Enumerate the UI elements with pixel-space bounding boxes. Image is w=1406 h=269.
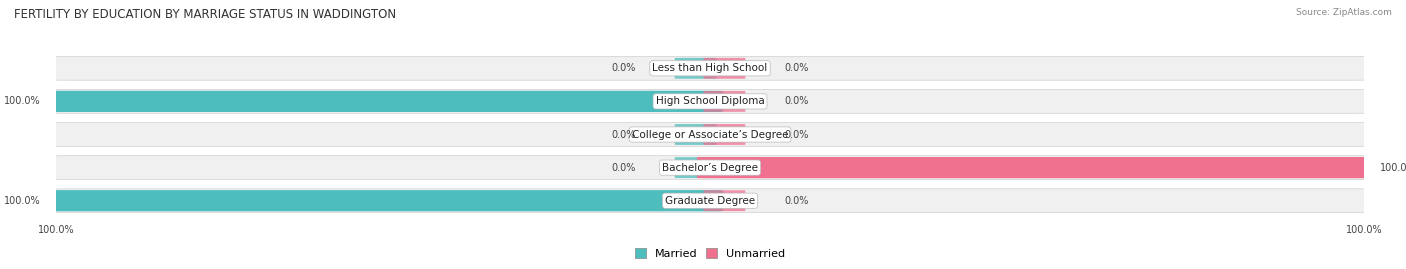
Text: 0.0%: 0.0% [785,63,808,73]
FancyBboxPatch shape [44,56,1376,80]
Text: 100.0%: 100.0% [4,196,41,206]
FancyBboxPatch shape [703,58,745,79]
FancyBboxPatch shape [675,157,717,178]
Text: 0.0%: 0.0% [612,162,636,173]
Text: Source: ZipAtlas.com: Source: ZipAtlas.com [1296,8,1392,17]
Text: 0.0%: 0.0% [785,196,808,206]
Legend: Married, Unmarried: Married, Unmarried [630,244,790,263]
FancyBboxPatch shape [675,124,717,145]
FancyBboxPatch shape [703,124,745,145]
Text: 0.0%: 0.0% [612,129,636,140]
FancyBboxPatch shape [44,90,1376,113]
Text: Bachelor’s Degree: Bachelor’s Degree [662,162,758,173]
Text: 0.0%: 0.0% [612,63,636,73]
Text: 100.0%: 100.0% [1379,162,1406,173]
FancyBboxPatch shape [44,189,1376,213]
Text: 0.0%: 0.0% [785,129,808,140]
Text: Graduate Degree: Graduate Degree [665,196,755,206]
FancyBboxPatch shape [44,190,723,211]
FancyBboxPatch shape [44,156,1376,179]
FancyBboxPatch shape [44,91,723,112]
Text: Less than High School: Less than High School [652,63,768,73]
Text: High School Diploma: High School Diploma [655,96,765,107]
FancyBboxPatch shape [44,123,1376,146]
Text: 0.0%: 0.0% [785,96,808,107]
FancyBboxPatch shape [697,157,1376,178]
FancyBboxPatch shape [675,58,717,79]
Text: College or Associate’s Degree: College or Associate’s Degree [631,129,789,140]
Text: 100.0%: 100.0% [4,96,41,107]
FancyBboxPatch shape [703,91,745,112]
FancyBboxPatch shape [703,190,745,211]
Text: FERTILITY BY EDUCATION BY MARRIAGE STATUS IN WADDINGTON: FERTILITY BY EDUCATION BY MARRIAGE STATU… [14,8,396,21]
